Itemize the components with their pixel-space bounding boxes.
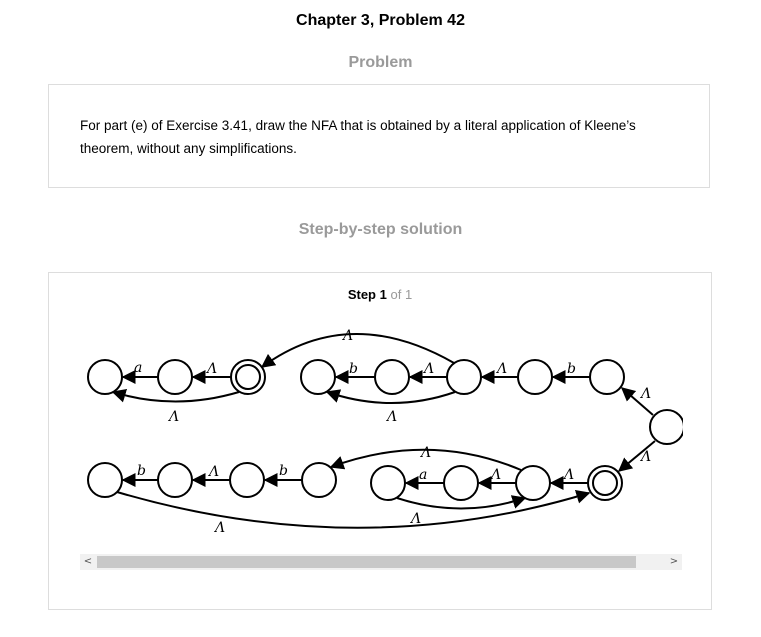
step-number: 1 [379, 287, 387, 302]
state-circle [443, 465, 479, 501]
step-of: of 1 [390, 287, 413, 302]
problem-box: For part (e) of Exercise 3.41, draw the … [48, 84, 710, 188]
transition-arrow [116, 489, 591, 529]
accepting-state-inner [235, 364, 261, 390]
edge-label-lambda: Λ [167, 409, 179, 425]
state-circle [515, 465, 551, 501]
horizontal-scrollbar[interactable]: < > [80, 554, 682, 570]
transition-arrow [620, 387, 654, 416]
edge-label-lambda: Λ [495, 361, 507, 377]
edge-label-lambda: Λ [341, 328, 353, 344]
edge-label-a: a [134, 360, 142, 376]
edge-label-b: b [137, 463, 146, 479]
edge-label-b: b [567, 361, 576, 377]
problem-text: For part (e) of Exercise 3.41, draw the … [80, 118, 636, 156]
problem-heading: Problem [348, 54, 413, 71]
edge-label-lambda: Λ [205, 361, 217, 377]
transition-arrow [111, 388, 240, 403]
transition-arrow [617, 440, 656, 472]
accepting-state-inner [592, 470, 618, 496]
edge-label-lambda: Λ [562, 467, 574, 483]
step-word: Step [347, 287, 376, 302]
edge-label-lambda: Λ [422, 361, 434, 377]
scroll-right-icon[interactable]: > [669, 556, 679, 567]
state-circle [87, 462, 123, 498]
nfa-diagram: a Λ Λ Λ b Λ Λ Λ b Λ Λ b Λ b Λ a Λ Λ Λ Λ [87, 328, 683, 536]
edge-label-lambda: Λ [639, 386, 651, 402]
edge-label-lambda: Λ [207, 464, 219, 480]
state-circle [649, 409, 683, 445]
state-circle [157, 359, 193, 395]
solution-box: Step 1 of 1 [48, 272, 712, 610]
step-label: Step 1 of 1 [49, 287, 711, 302]
state-circle [446, 359, 482, 395]
transition-arrow [260, 333, 455, 368]
transition-arrow [329, 448, 522, 471]
state-circle [87, 359, 123, 395]
scroll-left-icon[interactable]: < [83, 556, 93, 567]
solution-heading: Step-by-step solution [298, 221, 463, 238]
state-circle [517, 359, 553, 395]
edge-label-lambda: Λ [385, 409, 397, 425]
edge-label-lambda: Λ [419, 445, 431, 461]
edge-label-a: a [419, 467, 427, 483]
transition-arrow [325, 389, 456, 404]
state-circle [300, 359, 336, 395]
edge-label-b: b [279, 463, 288, 479]
state-circle [589, 359, 625, 395]
state-circle [301, 462, 337, 498]
edge-label-lambda: Λ [639, 449, 651, 465]
edge-label-b: b [349, 361, 358, 377]
edge-label-lambda: Λ [409, 511, 421, 527]
transition-arrow [396, 495, 527, 510]
state-circle [157, 462, 193, 498]
state-circle [374, 359, 410, 395]
edge-label-lambda: Λ [213, 520, 225, 536]
page-title: Chapter 3, Problem 42 [296, 12, 465, 29]
edge-label-lambda: Λ [489, 467, 501, 483]
state-circle [229, 462, 265, 498]
scrollbar-thumb[interactable] [97, 556, 636, 568]
state-circle [370, 465, 406, 501]
